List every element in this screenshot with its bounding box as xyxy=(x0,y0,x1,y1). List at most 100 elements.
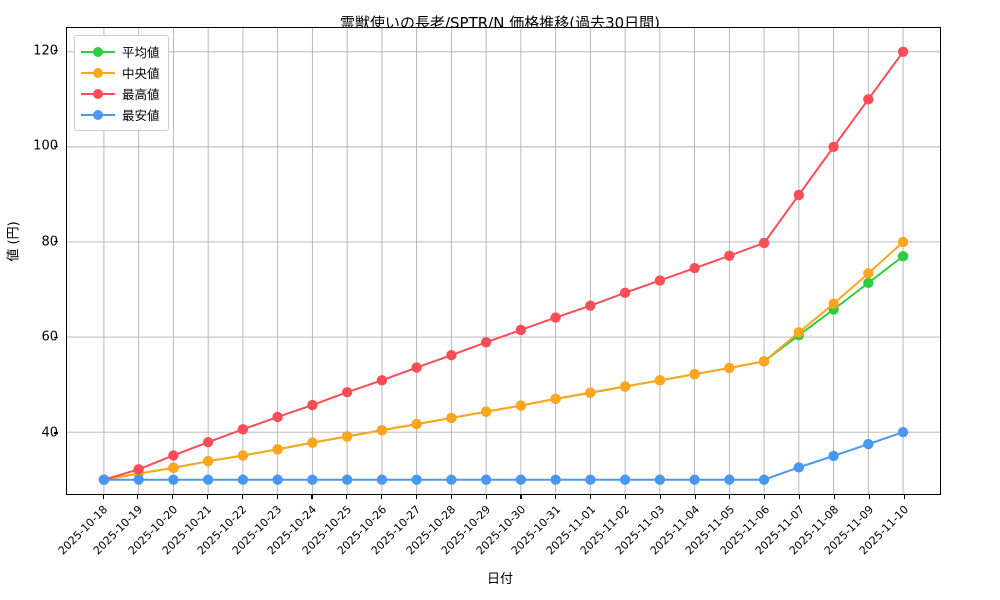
series-point xyxy=(446,349,457,361)
series-point xyxy=(828,450,839,462)
series-point xyxy=(307,474,318,485)
series-point xyxy=(237,424,249,435)
series-point xyxy=(897,236,909,248)
x-tick-mark xyxy=(381,495,383,499)
series-point xyxy=(272,474,283,485)
legend-marker-icon xyxy=(81,45,115,59)
legend-marker-icon xyxy=(81,108,115,122)
series-point xyxy=(446,412,457,424)
x-axis-tick-labels: 2025-10-18 2025-10-19 2025-10-20 2025-10-21… xyxy=(56,495,941,575)
series-point xyxy=(758,474,770,485)
series-point xyxy=(619,474,631,485)
series-line xyxy=(102,240,905,481)
series-point xyxy=(515,324,527,336)
legend-marker-icon xyxy=(81,87,115,101)
x-tick-mark xyxy=(694,495,696,499)
series-lines xyxy=(98,46,909,485)
y-axis-tick-labels: 40 60 80 100 120 xyxy=(0,27,58,495)
series-point xyxy=(654,275,666,286)
x-tick-mark xyxy=(311,495,313,499)
x-tick-mark xyxy=(172,495,174,499)
series-point xyxy=(550,474,561,485)
y-tick-mark xyxy=(54,336,58,338)
series-point xyxy=(168,474,179,485)
y-tick-label: 100 xyxy=(33,138,58,154)
x-tick-mark xyxy=(276,495,278,499)
y-tick-label: 40 xyxy=(41,425,58,441)
legend-label: 最安値 xyxy=(122,108,160,123)
series-point xyxy=(863,94,874,105)
series-point xyxy=(376,375,388,386)
x-tick-mark xyxy=(590,495,592,499)
x-tick-mark xyxy=(729,495,731,499)
legend-dot-icon xyxy=(93,109,103,120)
y-tick-mark xyxy=(54,432,58,434)
series-line xyxy=(102,255,905,481)
x-tick-mark xyxy=(833,495,835,499)
x-tick-mark xyxy=(868,495,870,499)
legend-item-3[interactable]: 最高値 xyxy=(81,83,160,104)
x-tick-mark xyxy=(799,495,801,499)
legend-marker-icon xyxy=(81,66,115,80)
series-point xyxy=(793,327,805,338)
series-point xyxy=(376,474,388,485)
series-point xyxy=(411,362,422,373)
series-point xyxy=(550,312,561,323)
series-point xyxy=(168,450,179,461)
series-point xyxy=(307,437,318,448)
legend-item-2[interactable]: 中央値 xyxy=(81,62,160,83)
legend-label: 中央値 xyxy=(122,66,160,81)
chart-legend: 平均値中央値最高値最安値 xyxy=(74,35,169,131)
x-tick-mark xyxy=(241,495,243,499)
x-tick-mark xyxy=(206,495,209,499)
series-line xyxy=(102,431,905,481)
series-point xyxy=(619,381,631,392)
series-point xyxy=(202,436,214,448)
series-point xyxy=(654,375,666,386)
x-tick-mark xyxy=(485,495,487,499)
series-point xyxy=(133,464,144,475)
x-tick-mark xyxy=(555,495,557,499)
series-point xyxy=(724,362,735,374)
legend-dot-icon xyxy=(93,67,103,78)
series-point xyxy=(689,262,700,274)
series-point xyxy=(411,474,422,485)
series-point xyxy=(689,474,700,485)
series-point xyxy=(724,474,735,485)
y-tick-mark xyxy=(54,145,58,147)
legend-item-1[interactable]: 平均値 xyxy=(81,41,160,62)
x-tick-mark xyxy=(102,495,104,499)
x-tick-mark xyxy=(450,495,452,499)
x-tick-mark xyxy=(903,495,905,499)
series-point xyxy=(828,141,839,153)
series-point xyxy=(654,474,666,485)
y-tick-mark xyxy=(54,241,58,243)
legend-item-4[interactable]: 最安値 xyxy=(81,104,160,125)
series-point xyxy=(758,356,770,367)
series-point xyxy=(515,400,527,411)
series-point xyxy=(133,474,144,485)
series-point xyxy=(446,474,457,485)
x-tick-mark xyxy=(415,495,418,499)
series-point xyxy=(585,387,596,398)
series-point xyxy=(897,427,909,438)
series-point xyxy=(202,474,214,485)
x-tick-mark xyxy=(520,495,522,499)
series-point xyxy=(480,474,492,485)
legend-dot-icon xyxy=(93,46,103,57)
x-tick-mark xyxy=(624,495,626,499)
series-point xyxy=(689,368,700,380)
series-point xyxy=(724,250,735,261)
series-point xyxy=(550,393,561,405)
series-point xyxy=(237,450,249,461)
series-point xyxy=(585,474,596,485)
series-point xyxy=(863,268,874,279)
series-point xyxy=(480,337,492,348)
series-point xyxy=(515,474,527,485)
series-point xyxy=(341,387,353,398)
y-tick-label: 60 xyxy=(41,329,58,345)
series-point xyxy=(897,251,909,262)
y-tick-label: 120 xyxy=(33,43,58,59)
series-point xyxy=(307,399,318,411)
